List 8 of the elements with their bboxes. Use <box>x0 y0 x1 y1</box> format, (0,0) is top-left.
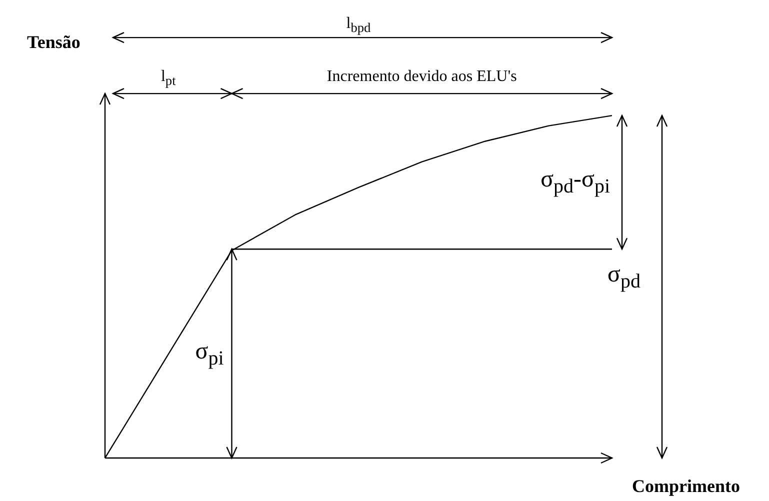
annotation: σ$_{pi}$ <box>195 338 224 369</box>
text: Incremento devido aos ELU's <box>326 68 517 85</box>
annotation: σ$_{pd}$-σ$_{pi}$ <box>540 166 610 198</box>
annotation: σ$_{pd}$ <box>608 262 640 292</box>
text: l$_{pt}$ <box>160 68 176 88</box>
text: l$_{bpd}$ <box>346 14 371 35</box>
x-axis-title: Comprimento <box>632 476 740 497</box>
y-axis-title: Tensão <box>27 32 80 53</box>
